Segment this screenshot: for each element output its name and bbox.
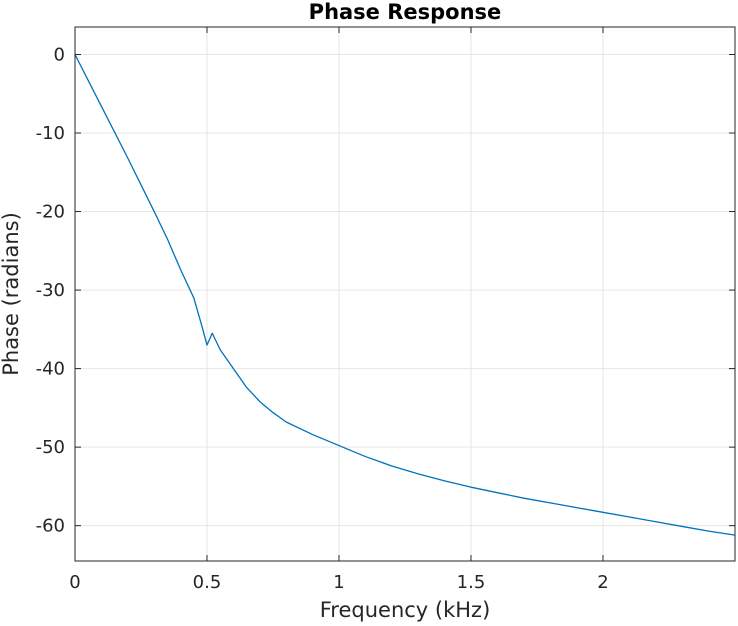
chart-title: Phase Response — [309, 0, 502, 24]
x-tick-label: 1 — [333, 572, 344, 593]
y-tick-label: -30 — [36, 280, 65, 301]
x-tick-label: 0 — [69, 572, 80, 593]
y-tick-label: -40 — [36, 359, 65, 380]
y-tick-label: -50 — [36, 437, 65, 458]
x-ticks: 0 0.5 1 1.5 2 — [69, 27, 609, 593]
y-tick-label: -10 — [36, 123, 65, 144]
series-layer — [74, 54, 736, 536]
y-tick-label: -20 — [36, 202, 65, 223]
x-tick-label: 1.5 — [457, 572, 486, 593]
y-grid-lines — [75, 53, 735, 527]
y-axis-label: Phase (radians) — [0, 212, 23, 376]
x-tick-label: 0.5 — [193, 572, 222, 593]
x-tick-label: 2 — [597, 572, 608, 593]
phase-series-line — [74, 54, 736, 536]
axes-box — [74, 26, 736, 562]
plot-background — [75, 27, 735, 561]
y-ticks: 0 -10 -20 -30 -40 -50 -60 — [36, 44, 735, 537]
y-tick-label: 0 — [54, 44, 65, 65]
y-tick-label: -60 — [36, 516, 65, 537]
x-axis-label: Frequency (kHz) — [320, 598, 491, 622]
